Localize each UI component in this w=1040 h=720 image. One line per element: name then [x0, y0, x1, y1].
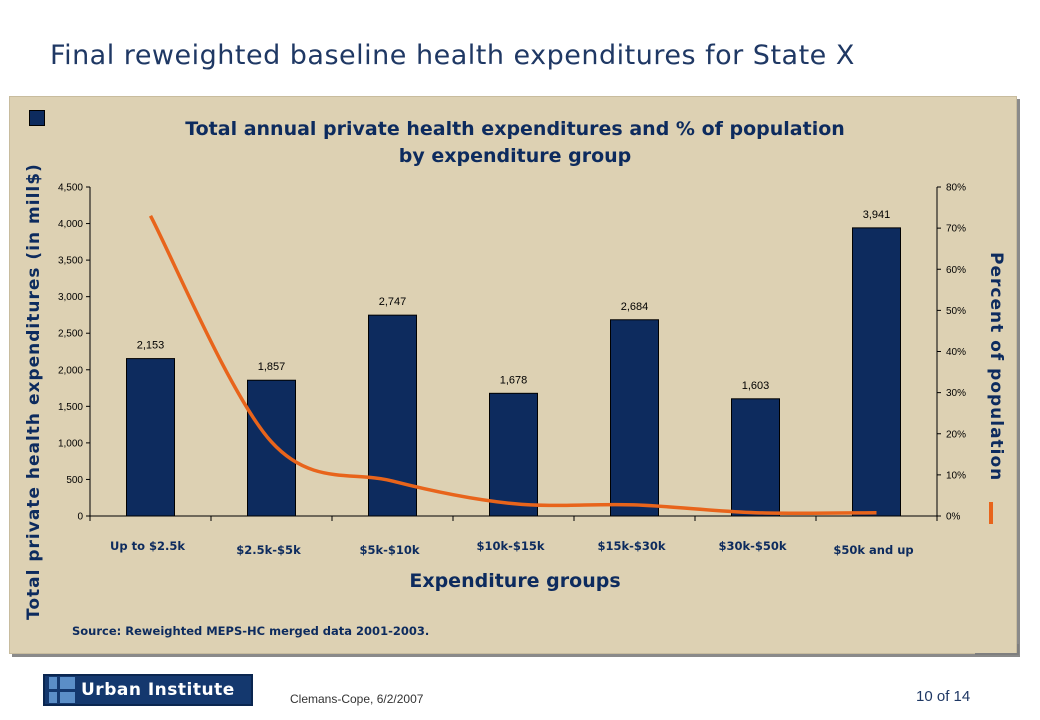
bar	[247, 379, 296, 517]
bar-data-label: 2,153	[137, 340, 165, 352]
bar	[489, 392, 538, 517]
x-category-label: Up to $2.5k	[110, 539, 185, 553]
bar	[731, 398, 780, 517]
x-axis-title: Expenditure groups	[409, 570, 621, 592]
y-tick-label-left: 3,000	[58, 292, 83, 303]
bar-data-label: 3,941	[863, 209, 891, 221]
x-category-label: $30k-$50k	[718, 539, 786, 553]
slide-title: Final reweighted baseline health expendi…	[50, 40, 855, 71]
y-tick-label-left: 1,500	[58, 402, 83, 413]
y-tick-label-left: 3,500	[58, 256, 83, 267]
bar-legend-swatch	[29, 110, 45, 126]
urban-institute-logo: Urban Institute	[43, 674, 253, 706]
bar-data-label: 2,747	[379, 296, 407, 308]
bar-data-label: 2,684	[621, 301, 649, 313]
y-tick-label-right: 20%	[946, 429, 966, 440]
x-category-label: $15k-$30k	[597, 539, 665, 553]
footer-author-date: Clemans-Cope, 6/2/2007	[290, 692, 424, 706]
y-tick-label-left: 0	[77, 512, 83, 523]
chart-panel	[9, 96, 1017, 654]
y-tick-label-left: 4,500	[58, 183, 83, 194]
percent-population-line	[148, 214, 877, 516]
chart-title: Total annual private health expenditures…	[100, 116, 930, 170]
page-number: 10 of 14	[916, 688, 971, 705]
panel-shadow-corner	[975, 644, 1019, 655]
bar-data-label: 1,603	[742, 380, 770, 392]
logo-mark-icon	[49, 677, 75, 703]
x-category-label: $50k and up	[833, 543, 913, 557]
bar	[126, 358, 175, 517]
y-tick-label-left: 2,500	[58, 329, 83, 340]
y-tick-label-right: 40%	[946, 347, 966, 358]
x-category-label: $2.5k-$5k	[236, 543, 301, 557]
y-tick-label-left: 1,000	[58, 438, 83, 449]
logo-text: Urban Institute	[81, 680, 235, 700]
y-tick-label-left: 4,000	[58, 219, 83, 230]
chart-title-line-1: Total annual private health expenditures…	[185, 118, 845, 140]
bar	[852, 227, 901, 517]
bar-data-label: 1,857	[258, 361, 286, 373]
y-tick-label-left: 500	[66, 475, 83, 486]
y-tick-label-left: 2,000	[58, 365, 83, 376]
source-note: Source: Reweighted MEPS-HC merged data 2…	[72, 624, 430, 638]
y-tick-label-right: 50%	[946, 306, 966, 317]
y-tick-label-right: 70%	[946, 224, 966, 235]
y-tick-label-right: 80%	[946, 183, 966, 194]
x-category-label: $5k-$10k	[359, 543, 419, 557]
y-tick-label-right: 0%	[946, 512, 961, 523]
bar	[610, 319, 659, 517]
line-legend-swatch	[989, 502, 993, 524]
x-category-label: $10k-$15k	[476, 539, 544, 553]
y-tick-label-right: 60%	[946, 265, 966, 276]
y-tick-label-right: 10%	[946, 470, 966, 481]
y-tick-label-right: 30%	[946, 388, 966, 399]
chart-title-line-2: by expenditure group	[398, 145, 632, 167]
bar-data-label: 1,678	[500, 374, 528, 386]
